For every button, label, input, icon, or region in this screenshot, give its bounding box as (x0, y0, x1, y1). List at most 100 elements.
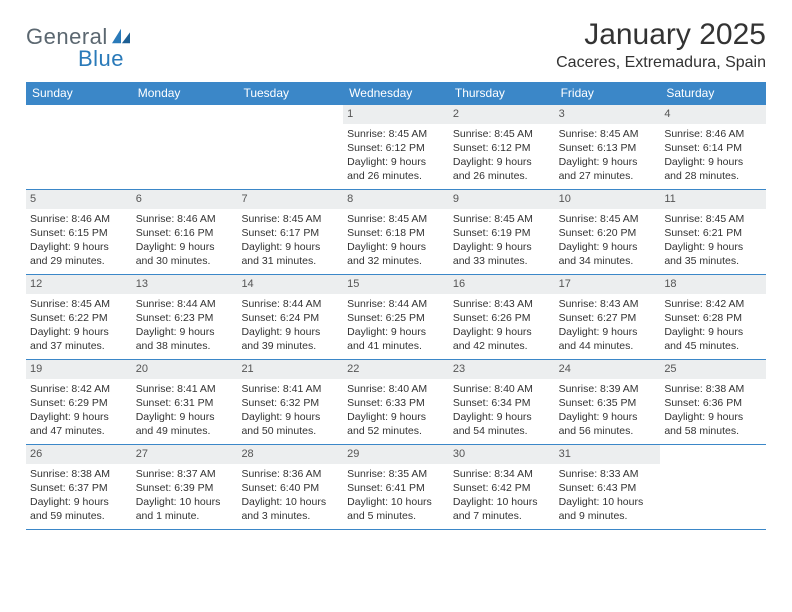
daylight-line: and 44 minutes. (559, 339, 657, 353)
daylight-line: Daylight: 9 hours (136, 410, 234, 424)
daylight-line: Daylight: 9 hours (30, 325, 128, 339)
daylight-line: and 5 minutes. (347, 509, 445, 523)
sunset-line: Sunset: 6:36 PM (664, 396, 762, 410)
sunset-line: Sunset: 6:13 PM (559, 141, 657, 155)
weeks-container: 1Sunrise: 8:45 AMSunset: 6:12 PMDaylight… (26, 105, 766, 530)
daylight-line: and 32 minutes. (347, 254, 445, 268)
sunrise-line: Sunrise: 8:41 AM (241, 382, 339, 396)
daylight-line: and 26 minutes. (453, 169, 551, 183)
day-number: 21 (237, 360, 343, 379)
sunrise-line: Sunrise: 8:39 AM (559, 382, 657, 396)
sunrise-line: Sunrise: 8:38 AM (664, 382, 762, 396)
daylight-line: and 26 minutes. (347, 169, 445, 183)
daylight-line: and 33 minutes. (453, 254, 551, 268)
daylight-line: and 30 minutes. (136, 254, 234, 268)
sunset-line: Sunset: 6:27 PM (559, 311, 657, 325)
daylight-line: Daylight: 9 hours (136, 240, 234, 254)
day-cell: 30Sunrise: 8:34 AMSunset: 6:42 PMDayligh… (449, 445, 555, 529)
day-cell (132, 105, 238, 189)
sunset-line: Sunset: 6:18 PM (347, 226, 445, 240)
sunrise-line: Sunrise: 8:36 AM (241, 467, 339, 481)
day-number: 19 (26, 360, 132, 379)
day-number: 12 (26, 275, 132, 294)
sunrise-line: Sunrise: 8:44 AM (347, 297, 445, 311)
sunset-line: Sunset: 6:43 PM (559, 481, 657, 495)
daylight-line: Daylight: 9 hours (559, 325, 657, 339)
daylight-line: and 54 minutes. (453, 424, 551, 438)
day-cell: 29Sunrise: 8:35 AMSunset: 6:41 PMDayligh… (343, 445, 449, 529)
daylight-line: and 28 minutes. (664, 169, 762, 183)
daylight-line: and 27 minutes. (559, 169, 657, 183)
day-number: 28 (237, 445, 343, 464)
week-row: 12Sunrise: 8:45 AMSunset: 6:22 PMDayligh… (26, 275, 766, 360)
day-number: 6 (132, 190, 238, 209)
day-cell: 8 Sunrise: 8:45 AMSunset: 6:18 PMDaylight… (343, 190, 449, 274)
sunrise-line: Sunrise: 8:44 AM (241, 297, 339, 311)
day-cell: 21Sunrise: 8:41 AMSunset: 6:32 PMDayligh… (237, 360, 343, 444)
sunset-line: Sunset: 6:33 PM (347, 396, 445, 410)
dow-cell: Thursday (449, 82, 555, 105)
week-row: 1Sunrise: 8:45 AMSunset: 6:12 PMDaylight… (26, 105, 766, 190)
day-cell (660, 445, 766, 529)
day-cell (237, 105, 343, 189)
day-number: 24 (555, 360, 661, 379)
daylight-line: Daylight: 9 hours (347, 155, 445, 169)
day-cell: 16Sunrise: 8:43 AMSunset: 6:26 PMDayligh… (449, 275, 555, 359)
day-number: 16 (449, 275, 555, 294)
day-cell: 1Sunrise: 8:45 AMSunset: 6:12 PMDaylight… (343, 105, 449, 189)
day-number: 8 (343, 190, 449, 209)
daylight-line: and 34 minutes. (559, 254, 657, 268)
sunrise-line: Sunrise: 8:35 AM (347, 467, 445, 481)
daylight-line: Daylight: 9 hours (664, 410, 762, 424)
sunrise-line: Sunrise: 8:41 AM (136, 382, 234, 396)
dow-cell: Sunday (26, 82, 132, 105)
day-number: 22 (343, 360, 449, 379)
daylight-line: Daylight: 9 hours (241, 240, 339, 254)
day-number: 15 (343, 275, 449, 294)
dow-cell: Saturday (660, 82, 766, 105)
day-cell: 19Sunrise: 8:42 AMSunset: 6:29 PMDayligh… (26, 360, 132, 444)
sunrise-line: Sunrise: 8:33 AM (559, 467, 657, 481)
daylight-line: and 59 minutes. (30, 509, 128, 523)
daylight-line: Daylight: 9 hours (453, 155, 551, 169)
daylight-line: Daylight: 9 hours (347, 240, 445, 254)
daylight-line: and 9 minutes. (559, 509, 657, 523)
daylight-line: Daylight: 9 hours (559, 155, 657, 169)
day-cell: 11Sunrise: 8:45 AMSunset: 6:21 PMDayligh… (660, 190, 766, 274)
sunset-line: Sunset: 6:17 PM (241, 226, 339, 240)
day-number: 25 (660, 360, 766, 379)
daylight-line: Daylight: 9 hours (30, 240, 128, 254)
sunrise-line: Sunrise: 8:43 AM (453, 297, 551, 311)
day-cell: 9Sunrise: 8:45 AMSunset: 6:19 PMDaylight… (449, 190, 555, 274)
day-cell: 12Sunrise: 8:45 AMSunset: 6:22 PMDayligh… (26, 275, 132, 359)
dow-cell: Wednesday (343, 82, 449, 105)
sunrise-line: Sunrise: 8:38 AM (30, 467, 128, 481)
day-number: 4 (660, 105, 766, 124)
daylight-line: Daylight: 9 hours (559, 240, 657, 254)
day-number: 23 (449, 360, 555, 379)
sunrise-line: Sunrise: 8:45 AM (664, 212, 762, 226)
day-number: 7 (237, 190, 343, 209)
week-row: 26Sunrise: 8:38 AMSunset: 6:37 PMDayligh… (26, 445, 766, 530)
dow-cell: Monday (132, 82, 238, 105)
location: Caceres, Extremadura, Spain (556, 54, 766, 72)
sunrise-line: Sunrise: 8:46 AM (136, 212, 234, 226)
page: General Blue January 2025 Caceres, Extre… (0, 0, 792, 530)
sunrise-line: Sunrise: 8:45 AM (347, 127, 445, 141)
day-cell: 31Sunrise: 8:33 AMSunset: 6:43 PMDayligh… (555, 445, 661, 529)
sunset-line: Sunset: 6:35 PM (559, 396, 657, 410)
day-cell: 23Sunrise: 8:40 AMSunset: 6:34 PMDayligh… (449, 360, 555, 444)
sunrise-line: Sunrise: 8:45 AM (347, 212, 445, 226)
daylight-line: Daylight: 9 hours (347, 325, 445, 339)
sunset-line: Sunset: 6:26 PM (453, 311, 551, 325)
sunrise-line: Sunrise: 8:40 AM (347, 382, 445, 396)
sunrise-line: Sunrise: 8:42 AM (664, 297, 762, 311)
sunrise-line: Sunrise: 8:45 AM (453, 127, 551, 141)
sunrise-line: Sunrise: 8:40 AM (453, 382, 551, 396)
daylight-line: and 35 minutes. (664, 254, 762, 268)
day-number: 31 (555, 445, 661, 464)
day-cell: 20Sunrise: 8:41 AMSunset: 6:31 PMDayligh… (132, 360, 238, 444)
daylight-line: Daylight: 10 hours (453, 495, 551, 509)
week-row: 5Sunrise: 8:46 AMSunset: 6:15 PMDaylight… (26, 190, 766, 275)
day-number: 27 (132, 445, 238, 464)
